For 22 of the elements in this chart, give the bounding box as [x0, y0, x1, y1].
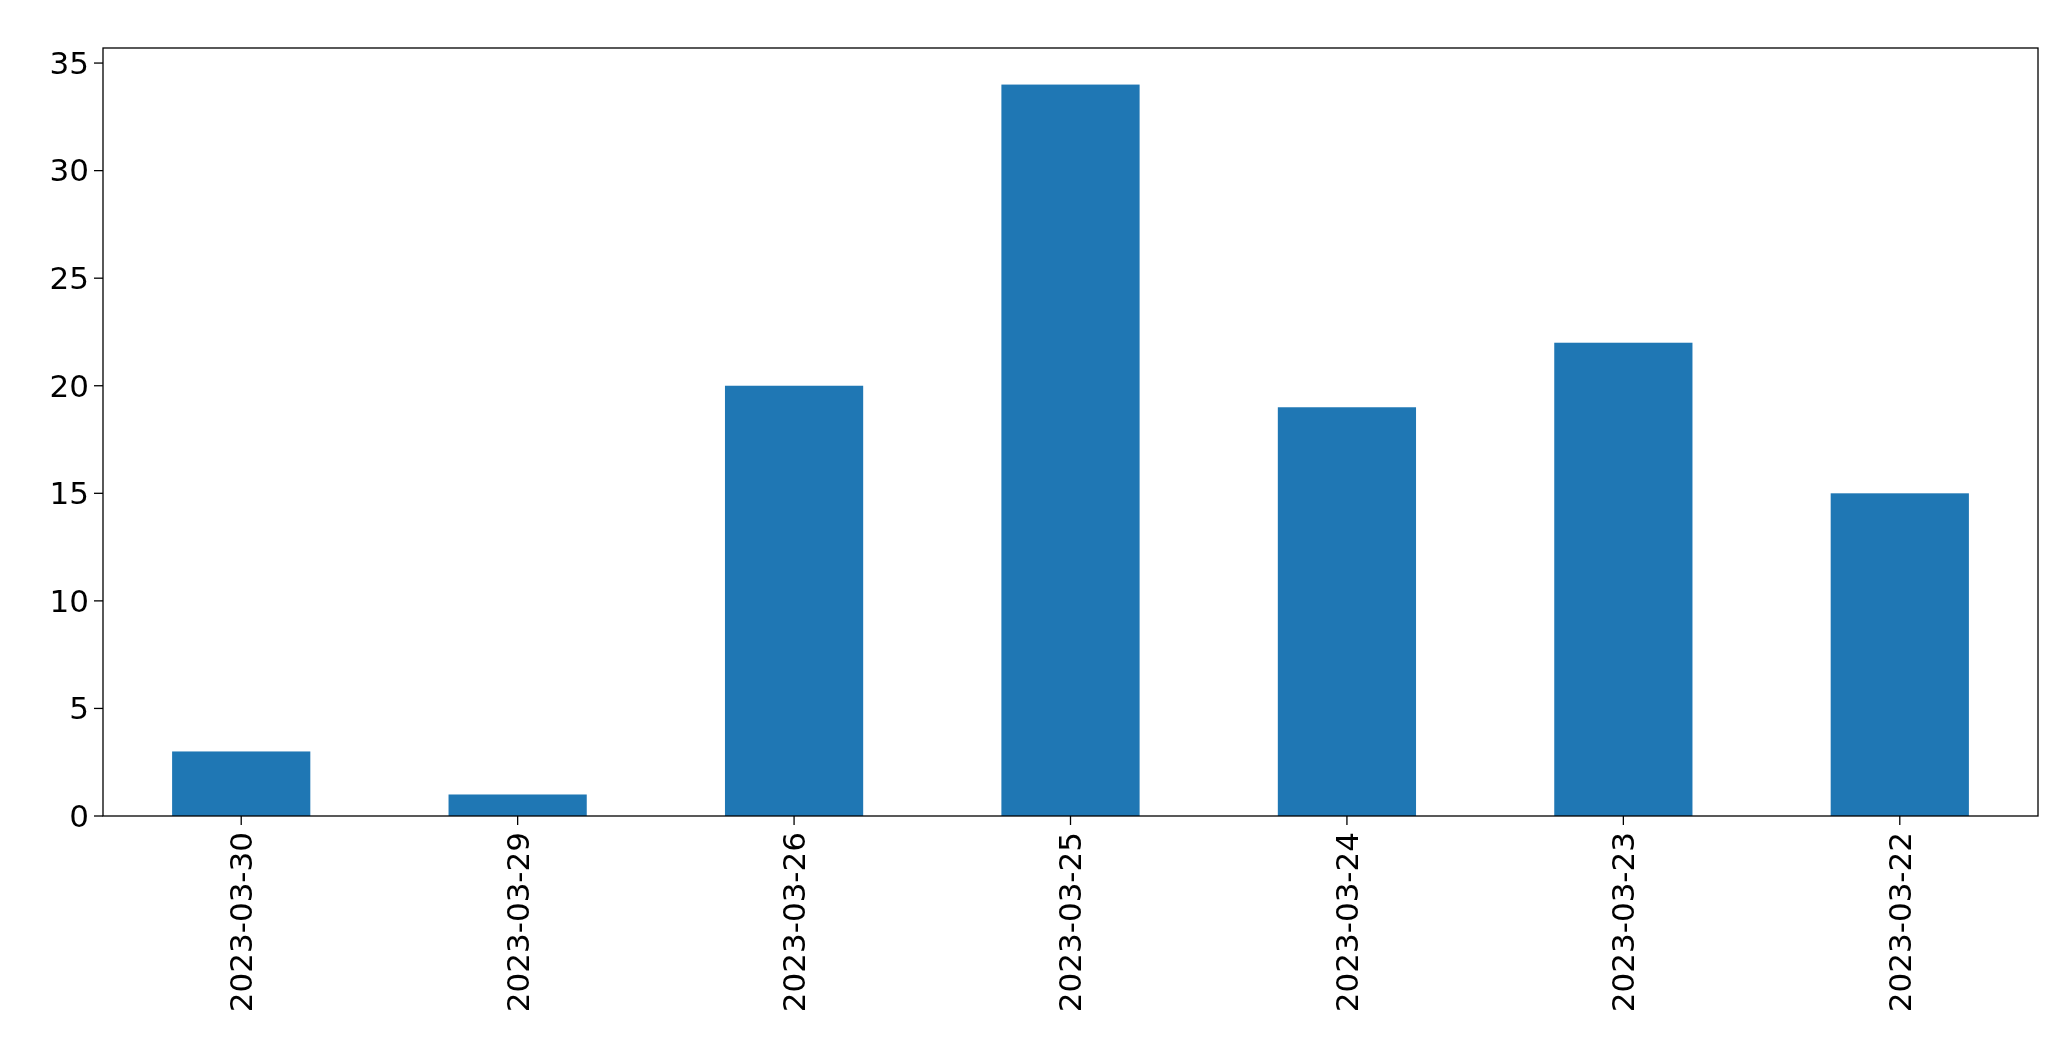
y-tick-label: 35 — [49, 44, 89, 81]
bar — [1554, 342, 1693, 816]
y-tick-label: 0 — [69, 797, 89, 834]
bar — [448, 794, 587, 816]
bar — [1830, 493, 1969, 816]
bar — [1277, 407, 1417, 816]
y-tick-label: 30 — [49, 152, 89, 189]
y-tick-label: 10 — [49, 582, 89, 619]
y-tick-label: 5 — [69, 690, 89, 727]
x-tick-label: 2023-03-29 — [499, 832, 536, 1013]
bar — [1001, 84, 1140, 816]
x-tick-label: 2023-03-22 — [1881, 832, 1918, 1013]
x-tick-label: 2023-03-23 — [1605, 832, 1642, 1013]
x-tick-label: 2023-03-26 — [775, 832, 812, 1013]
y-tick-label: 15 — [49, 475, 89, 512]
x-tick-label: 2023-03-24 — [1328, 832, 1365, 1013]
y-tick-label: 20 — [49, 367, 89, 404]
x-tick-label: 2023-03-30 — [223, 832, 260, 1013]
bar — [172, 751, 311, 816]
y-tick-label: 25 — [49, 260, 89, 297]
bar — [724, 385, 864, 816]
x-tick-label: 2023-03-25 — [1052, 832, 1089, 1013]
